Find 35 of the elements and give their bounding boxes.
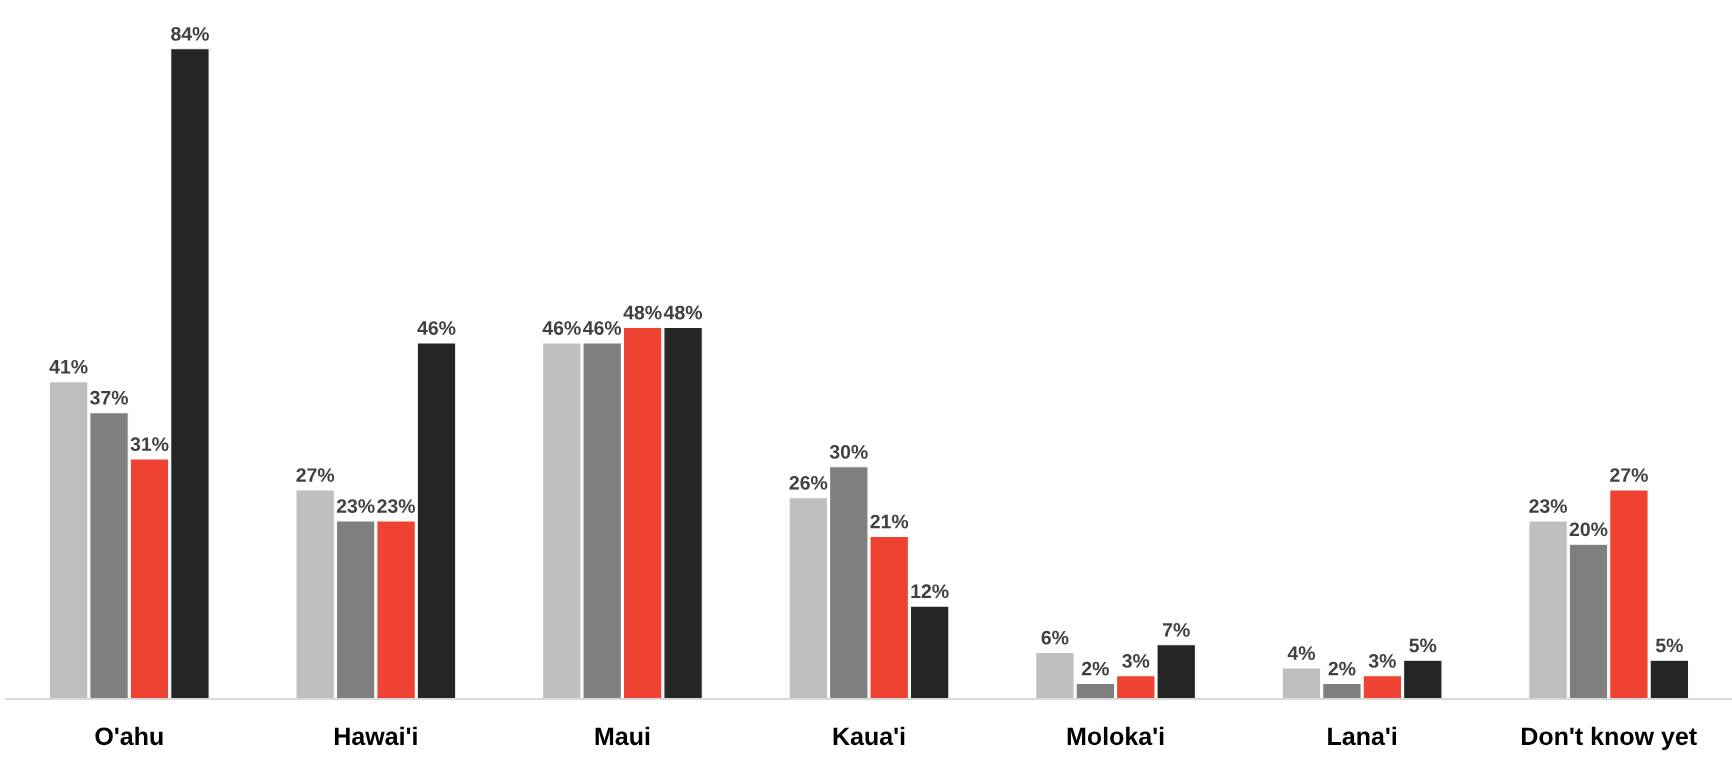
data-label: 46%: [542, 321, 581, 335]
x-tick-label: Kaua'i: [833, 726, 905, 746]
data-label: 48%: [663, 305, 703, 320]
data-label: 4%: [1287, 646, 1316, 660]
data-label: 3%: [1122, 654, 1150, 668]
data-label: 46%: [583, 321, 622, 335]
data-label: 46%: [417, 321, 456, 335]
data-label: 37%: [90, 390, 129, 405]
data-label: 30%: [829, 444, 868, 459]
x-tick-label: Hawai'i: [334, 726, 417, 746]
data-label: 5%: [1409, 638, 1437, 653]
data-label: 7%: [1163, 623, 1190, 637]
data-label: 6%: [1041, 630, 1069, 645]
data-label: 23%: [1529, 499, 1567, 513]
x-tick-label: Lana'i: [1328, 726, 1396, 746]
x-tick-label: Don't know yet: [1522, 726, 1697, 751]
data-label: 23%: [377, 499, 416, 513]
data-label: 27%: [296, 468, 335, 482]
x-tick-label: O'ahu: [95, 726, 163, 746]
data-label: 2%: [1328, 661, 1356, 676]
data-label: 20%: [1569, 522, 1608, 537]
x-tick-label: Moloka'i: [1067, 726, 1164, 746]
x-tick-label: Maui: [595, 726, 650, 746]
data-label: 31%: [130, 437, 169, 452]
data-label: 26%: [789, 475, 828, 490]
data-label: 12%: [911, 584, 949, 599]
data-label: 2%: [1081, 661, 1109, 676]
data-label: 84%: [171, 26, 209, 41]
data-label: 27%: [1610, 468, 1648, 482]
data-label: 21%: [870, 514, 909, 529]
data-label: 48%: [623, 305, 662, 320]
data-label: 3%: [1368, 654, 1396, 668]
data-label: 41%: [49, 359, 88, 374]
data-label: 5%: [1655, 638, 1683, 653]
data-label: 23%: [336, 499, 375, 513]
